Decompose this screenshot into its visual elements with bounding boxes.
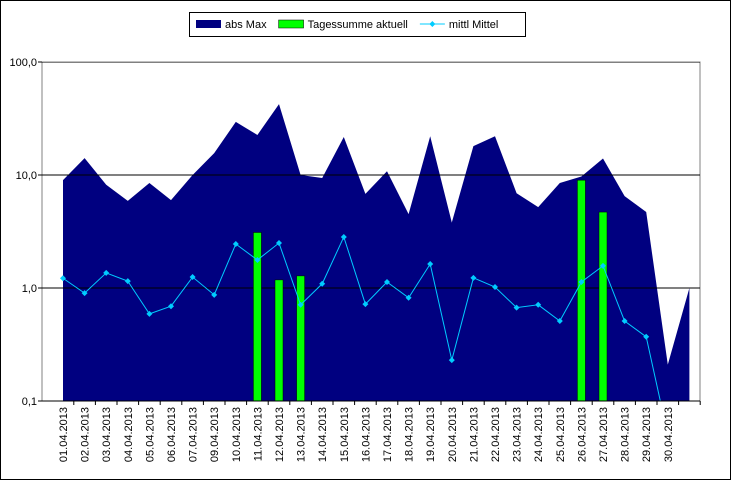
x-tick-label: 25.04.2013 [555,407,567,462]
marker [60,275,66,282]
x-tick-label: 11.04.2013 [252,407,264,461]
bar [296,275,305,401]
marker [297,301,304,308]
marker [600,262,606,269]
marker [578,279,585,286]
y-tick-label: 100,0 [9,57,37,69]
marker [319,280,326,287]
marker [384,279,390,286]
x-tick-label: 09.04.2013 [209,407,221,462]
x-tick-label: 10.04.2013 [231,407,243,462]
x-tick-label: 12.04.2013 [274,407,286,462]
marker [189,274,196,281]
y-tick-label: 0,1 [22,396,37,408]
x-tick-label: 03.04.2013 [101,407,113,462]
x-tick-label: 22.04.2013 [490,407,502,462]
x-tick-label: 21.04.2013 [468,407,480,462]
y-tick-label: 10,0 [16,170,37,182]
x-tick-label: 20.04.2013 [447,407,459,462]
x-tick-label: 18.04.2013 [404,407,416,462]
bar [577,179,586,401]
x-tick-label: 06.04.2013 [166,407,178,462]
legend-label: abs Max [225,19,267,31]
x-tick-label: 23.04.2013 [512,407,524,462]
marker [427,261,434,268]
x-tick-label: 24.04.2013 [533,407,545,462]
marker [211,291,218,298]
marker [470,274,477,281]
x-tick-label: 15.04.2013 [339,407,351,462]
bar [274,279,284,401]
marker [232,241,239,248]
marker [81,290,88,297]
marker [513,304,520,311]
bar [598,211,608,401]
marker [276,240,282,247]
marker [556,318,563,325]
legend-swatch [278,19,304,29]
marker [254,256,261,263]
legend-swatch [196,20,221,28]
plot-layer [42,62,700,401]
area [63,104,690,401]
x-tick-label: 02.04.2013 [80,407,92,462]
marker [146,310,153,317]
legend: abs Max Tagessumme aktuell mittl Mittel [189,12,526,37]
y-tick-label: 1,0 [22,283,37,295]
x-tick-label: 01.04.2013 [58,407,70,462]
marker [535,301,542,308]
x-tick-label: 14.04.2013 [317,407,329,462]
x-tick-label: 07.04.2013 [188,407,200,462]
marker [124,278,131,285]
legend-label: mittl Mittel [449,19,499,31]
x-tick-label: 05.04.2013 [144,407,156,462]
x-tick-label: 30.04.2013 [663,407,675,462]
marker [621,318,628,325]
marker [405,294,412,301]
marker [362,301,369,308]
marker [643,333,650,340]
legend-label: Tagessumme aktuell [308,19,408,31]
marker [340,233,347,240]
x-tick-label: 27.04.2013 [598,407,610,462]
marker [103,269,110,276]
legend-marker [429,21,436,27]
bar [253,232,262,401]
legend-box [189,12,526,37]
x-tick-label: 16.04.2013 [360,407,372,462]
x-tick-label: 17.04.2013 [382,407,394,462]
x-tick-label: 19.04.2013 [425,407,437,462]
x-tick-label: 28.04.2013 [620,407,632,462]
marker [448,357,455,364]
x-tick-label: 13.04.2013 [296,407,308,462]
marker [168,303,174,310]
x-tick-label: 04.04.2013 [123,407,135,462]
marker [492,284,498,291]
x-tick-label: 29.04.2013 [641,407,653,462]
x-tick-label: 26.04.2013 [576,407,588,462]
